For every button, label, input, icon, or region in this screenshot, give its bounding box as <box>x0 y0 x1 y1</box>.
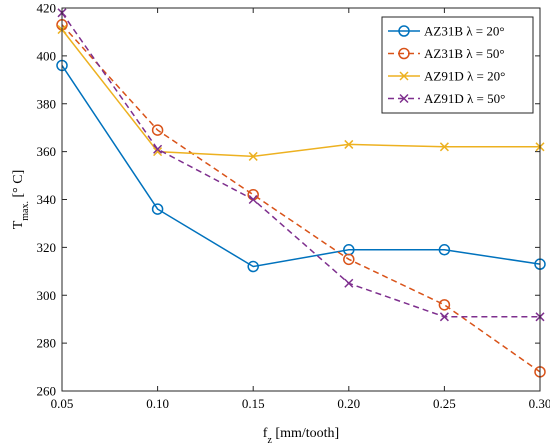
y-axis-label-unit: [° C] <box>11 170 26 201</box>
x-tick-label: 0.05 <box>51 396 74 411</box>
x-tick-label: 0.25 <box>433 396 456 411</box>
legend-item-4: AZ91D λ = 50° <box>388 91 505 106</box>
y-tick-label: 280 <box>37 336 57 351</box>
data-point-circle <box>151 203 164 215</box>
data-point-x-stroke <box>248 151 258 161</box>
y-tick-label: 380 <box>37 96 57 111</box>
data-point-circle <box>398 47 410 60</box>
series-line <box>61 29 540 158</box>
series-line <box>61 64 541 268</box>
data-point-circle <box>151 124 164 136</box>
x-axis-ticks: 0.05 0.10 0.15 0.20 0.25 0.30 <box>51 8 550 411</box>
series-4 <box>57 8 545 322</box>
legend-label: AZ31B λ = 50° <box>424 46 505 61</box>
y-axis-label-main: T <box>11 220 26 229</box>
y-tick-label: 320 <box>37 240 57 255</box>
data-point-circle <box>343 253 355 266</box>
data-point-circle <box>247 260 259 273</box>
x-axis-label-unit: [mm/tooth] <box>272 426 339 441</box>
x-tick-label: 0.30 <box>529 396 550 411</box>
x-tick-label: 0.15 <box>242 396 265 411</box>
data-point-circle <box>438 299 451 311</box>
data-point-x-stroke <box>153 144 163 154</box>
y-tick-label: 300 <box>37 288 57 303</box>
data-point-x-stroke <box>153 147 163 157</box>
y-axis-label-subscript: max. <box>20 201 31 221</box>
data-point-x-stroke <box>399 71 409 81</box>
data-point-x-stroke <box>399 93 409 104</box>
x-tick-label: 0.10 <box>146 396 169 411</box>
legend-label: AZ91D λ = 50° <box>424 91 505 106</box>
y-axis-label: Tmax. [° C] <box>11 170 31 230</box>
legend-box <box>381 16 534 114</box>
data-point-x-stroke <box>439 312 449 322</box>
legend-item-3: AZ91D λ = 20° <box>388 69 505 84</box>
x-axis-label: fz [mm/tooth] <box>263 426 339 446</box>
legend-item-1: AZ31B λ = 20° <box>388 24 505 39</box>
legend-item-2: AZ31B λ = 50° <box>388 46 505 61</box>
data-point-x-stroke <box>344 278 354 288</box>
y-tick-label: 420 <box>37 1 57 16</box>
series-line <box>61 24 541 373</box>
y-tick-label: 340 <box>37 192 57 207</box>
legend-label: AZ31B λ = 20° <box>424 24 505 39</box>
plot-frame <box>61 7 541 392</box>
x-tick-label: 0.20 <box>337 396 360 411</box>
data-point-x-stroke <box>439 142 449 152</box>
y-tick-label: 360 <box>37 144 57 159</box>
series-layer <box>56 8 546 378</box>
data-point-circle <box>438 244 451 256</box>
data-point-x-stroke <box>344 139 354 149</box>
legend-label: AZ91D λ = 20° <box>424 69 505 84</box>
x-axis-label-main: f <box>263 426 268 441</box>
y-tick-label: 400 <box>37 48 57 63</box>
y-axis-ticks: 260 280 300 320 340 360 380 400 420 <box>37 1 540 399</box>
data-point-x-stroke <box>248 194 258 205</box>
y-tick-label: 260 <box>37 384 57 399</box>
x-axis-label-subscript: z <box>267 435 272 446</box>
data-point-circle <box>398 25 410 37</box>
legend: AZ31B λ = 20° AZ31B λ = 50° AZ91D λ = 20° A… <box>381 16 534 114</box>
